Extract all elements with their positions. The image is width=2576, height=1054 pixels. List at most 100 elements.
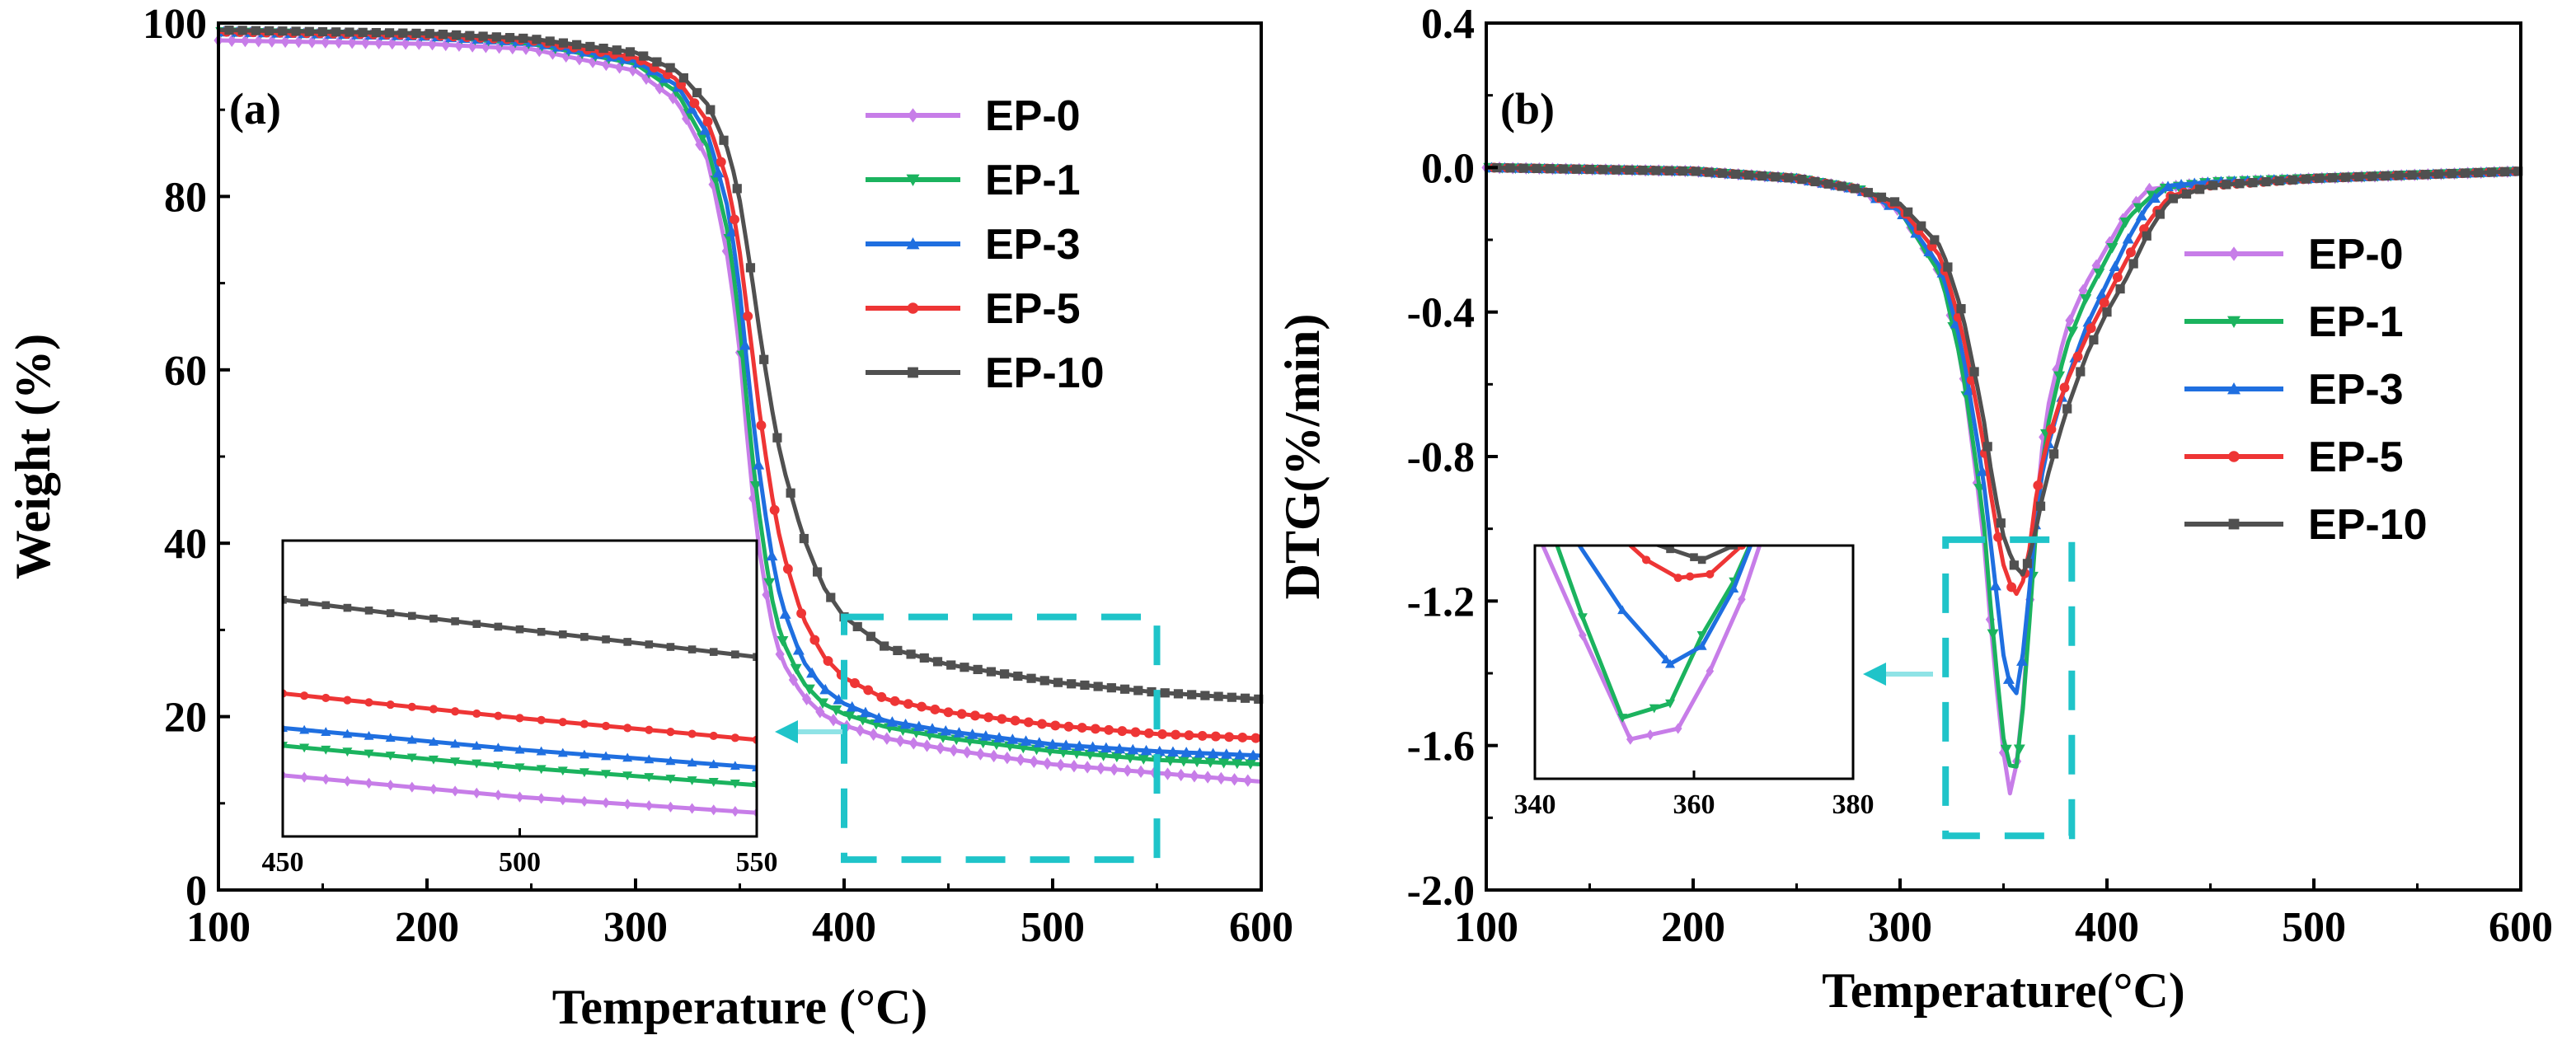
data-point [1545,164,1555,174]
data-point [2148,192,2161,204]
legend-label-ep-0: EP-0 [985,92,1081,140]
data-point [2033,480,2043,491]
data-point [278,26,288,36]
data-point [2053,371,2066,382]
data-point [917,701,927,712]
data-point [1023,717,1034,728]
data-point [1231,758,1243,770]
inset-line-ep-3 [1577,546,1753,667]
y-tick-label: 0 [185,868,207,915]
data-point [979,730,992,741]
data-point [997,714,1007,724]
data-point [401,37,411,50]
inset-point [645,799,654,812]
data-point [1216,771,1226,785]
inset-point [321,773,331,785]
data-point [2067,326,2079,338]
inset-point [558,718,567,727]
inset-point [300,598,308,607]
y-tick-label: 0.0 [1421,145,1475,192]
data-point [1069,759,1079,773]
data-point [1029,755,1039,768]
data-point [716,157,726,167]
data-point [1060,739,1072,750]
data-point [2133,203,2145,214]
inset-x-tick-label: 360 [1673,789,1715,820]
data-point [777,636,789,647]
data-point [1743,170,1754,180]
inset-point [708,778,719,787]
data-point [1987,629,1999,640]
data-point [1147,686,1157,697]
inset-point [1665,658,1676,668]
data-point [775,648,785,661]
y-tick-label: 100 [143,1,207,48]
data-point [1173,689,1184,699]
data-point [2059,382,2070,393]
data-point [1923,246,1936,256]
data-point [2049,449,2059,459]
inset-point [753,653,757,662]
data-point [946,660,956,670]
data-point [692,87,702,98]
data-point [2000,744,2012,756]
data-point [721,245,731,258]
data-point [1057,747,1069,758]
data-point [1532,163,1541,174]
data-point [2002,673,2015,684]
data-point [1002,751,1012,765]
data-point [2119,218,2132,228]
data-point [1114,742,1126,754]
data-point [1963,384,1975,396]
legend-marker-ep-1 [906,174,920,186]
inset-point [687,757,697,767]
data-point [1876,192,1887,202]
inset-point [408,781,416,793]
inset-point [493,761,504,771]
inset-point [385,733,396,742]
panel-label: (a) [229,84,281,134]
inset-point [1661,654,1672,664]
data-point [558,38,569,48]
data-point [993,732,1006,742]
legend-marker-ep-10 [908,367,918,378]
data-point [371,27,381,38]
data-point [2095,288,2108,299]
data-point [1651,166,1661,176]
inset-point [364,730,374,740]
inset-point [514,744,525,754]
data-point [819,683,832,695]
data-point [1943,262,1953,272]
data-point [1224,732,1235,742]
inset-point [494,789,503,801]
data-point [828,713,838,727]
data-point [1203,771,1213,784]
data-point [2235,179,2245,189]
inset-point [1706,569,1715,579]
data-point [812,567,823,577]
data-point [1042,757,1053,771]
data-point [588,55,598,68]
data-point [876,691,887,702]
data-point [1243,774,1253,787]
legend-marker-ep-5 [2228,451,2240,462]
data-point [639,51,649,61]
data-point [855,724,866,737]
data-point [866,631,876,641]
inset-x-tick-label: 500 [499,847,541,878]
data-point [856,714,869,726]
data-point [969,710,980,721]
inset-point [494,622,503,631]
inset-point [408,611,416,621]
data-point [374,36,384,49]
inset-x-tick-label: 450 [262,847,304,878]
inset-point [1729,546,1738,550]
data-point [962,746,972,759]
data-point [1039,676,1049,686]
data-point [960,663,969,672]
inset-point [709,804,718,816]
data-point [2089,335,2099,344]
data-point [1664,166,1674,176]
data-point [1989,579,2001,591]
data-point [949,743,959,757]
